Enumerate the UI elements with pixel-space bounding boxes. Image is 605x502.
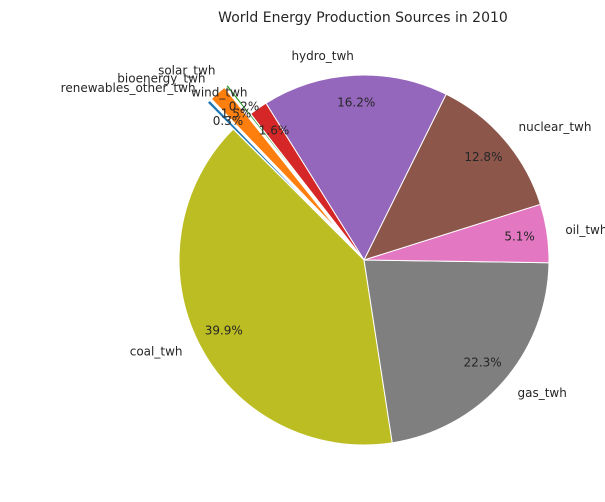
slice-label-nuclear-twh: nuclear_twh — [519, 120, 592, 134]
pie-labels: coal_twh 39.9% gas_twh 22.3% oil_twh 5.1% nucl… — [61, 49, 605, 400]
slice-label-coal-twh: coal_twh — [130, 345, 183, 359]
pct-label-nuclear-twh: 12.8% — [464, 150, 502, 164]
pie-slice-nuclear-twh — [363, 93, 541, 261]
slice-label-bioenergy-twh: bioenergy_twh — [117, 72, 205, 86]
pct-label-oil-twh: 5.1% — [504, 230, 535, 244]
slice-label-oil-twh: oil_twh — [565, 223, 605, 237]
pct-label-coal-twh: 39.9% — [205, 324, 243, 338]
pct-label-solar-twh: 0.2% — [229, 100, 260, 114]
slice-label-wind-twh: wind_twh — [191, 86, 248, 100]
pct-label-gas-twh: 22.3% — [464, 356, 502, 370]
pct-label-renewables-other-twh: 0.3% — [213, 114, 244, 128]
pct-label-bioenergy-twh: 1.5% — [221, 106, 252, 120]
pie-slice-solar-twh — [225, 84, 342, 232]
pie-slice-bioenergy-twh — [210, 86, 341, 233]
slice-label-gas-twh: gas_twh — [517, 386, 566, 400]
slice-label-renewables-other-twh: renewables_other_twh — [61, 81, 196, 95]
pie-slice-gas-twh — [363, 259, 550, 444]
slice-label-hydro-twh: hydro_twh — [291, 49, 353, 63]
pie-slice-hydro-twh — [265, 74, 447, 261]
chart-title: World Energy Production Sources in 2010 — [218, 10, 508, 26]
slice-label-solar-twh: solar_twh — [158, 63, 215, 77]
pie-slice-coal-twh — [178, 128, 393, 446]
pct-label-wind-twh: 1.6% — [259, 124, 290, 138]
pct-label-hydro-twh: 16.2% — [337, 95, 375, 109]
pie-slices — [178, 74, 550, 446]
pie-slice-renewables-other-twh — [206, 99, 339, 235]
